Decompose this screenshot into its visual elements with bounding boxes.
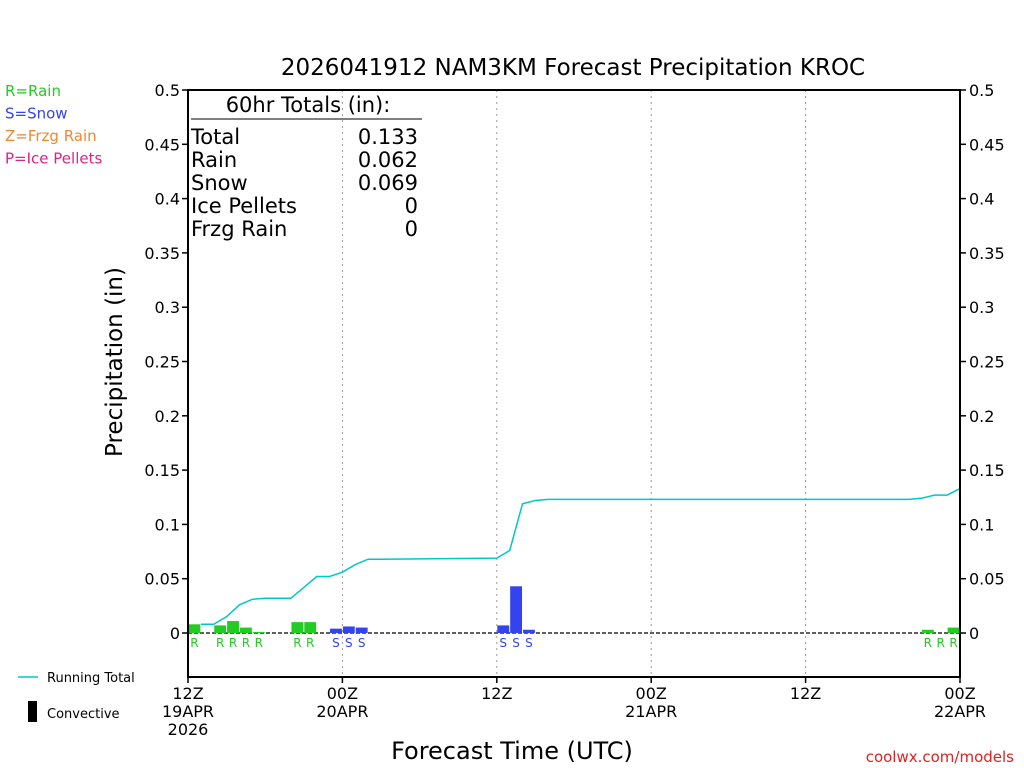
x-tick-label-3-0: 00Z xyxy=(636,684,667,703)
legend-type-1: S=Snow xyxy=(5,105,68,123)
x-tick-label-5-1: 22APR xyxy=(934,702,986,721)
type-marker-15: R xyxy=(949,636,957,650)
type-marker-2: R xyxy=(229,636,237,650)
legend-type-3: P=Ice Pellets xyxy=(5,150,102,168)
type-marker-6: R xyxy=(306,636,314,650)
precip-type-legend: R=Rain S=Snow Z=Frzg Rain P=Ice Pellets xyxy=(5,82,102,168)
y-axis-ticks: 0 00.05 0.050.1 0.10.15 0.150.2 0.20.25 0.250.… xyxy=(144,81,1004,643)
y-tick-left-label-5: 0.25 xyxy=(144,353,180,372)
credit-text: coolwx.com/models xyxy=(866,748,1014,766)
totals-value-0: 0.133 xyxy=(358,125,418,149)
precip-bar-12 xyxy=(523,629,535,633)
y-tick-left-label-6: 0.3 xyxy=(155,298,180,317)
precip-bar-9 xyxy=(355,627,368,633)
precip-bar-1 xyxy=(214,625,227,633)
totals-value-3: 0 xyxy=(405,194,418,218)
totals-label-4: Frzg Rain xyxy=(191,217,287,241)
precip-bar-8 xyxy=(342,626,355,633)
type-marker-7: S xyxy=(332,636,340,650)
y-tick-left-label-7: 0.35 xyxy=(144,244,180,263)
y-tick-right-label-5: 0.25 xyxy=(969,353,1005,372)
type-marker-12: S xyxy=(525,636,533,650)
x-axis-label: Forecast Time (UTC) xyxy=(391,737,633,765)
precip-bars xyxy=(188,586,960,633)
type-marker-1: R xyxy=(216,636,224,650)
precip-bar-3 xyxy=(239,627,252,633)
running-total-legend-label: Running Total xyxy=(47,671,135,686)
type-marker-11: S xyxy=(512,636,520,650)
type-marker-3: R xyxy=(242,636,250,650)
x-tick-label-2-0: 12Z xyxy=(481,684,512,703)
convective-legend-label: Convective xyxy=(47,707,120,722)
running-total-line xyxy=(200,487,961,626)
x-tick-label-0-0: 12Z xyxy=(172,684,203,703)
precip-bar-11 xyxy=(510,586,523,633)
y-tick-right-label-10: 0.5 xyxy=(969,81,994,100)
x-tick-label-1-0: 00Z xyxy=(327,684,358,703)
type-marker-8: S xyxy=(345,636,353,650)
y-tick-right-label-1: 0.05 xyxy=(969,570,1005,589)
precip-bar-6 xyxy=(304,622,317,633)
type-marker-14: R xyxy=(937,636,945,650)
y-tick-left-label-4: 0.2 xyxy=(155,407,180,426)
totals-label-1: Rain xyxy=(191,148,237,172)
y-tick-right-label-7: 0.35 xyxy=(969,244,1005,263)
totals-box: 60hr Totals (in): Total 0.133 Rain 0.062 Snow… xyxy=(190,93,422,241)
x-tick-label-0-2: 2026 xyxy=(168,720,209,739)
type-marker-13: R xyxy=(924,636,932,650)
y-tick-left-label-10: 0.5 xyxy=(155,81,180,100)
y-tick-right-label-0: 0 xyxy=(969,624,979,643)
precip-bar-14 xyxy=(947,627,960,633)
precip-bar-10 xyxy=(497,625,510,633)
x-tick-label-0-1: 19APR xyxy=(162,702,214,721)
y-axis-label: Precipitation (in) xyxy=(102,267,128,457)
precip-bar-13 xyxy=(921,629,934,633)
legend-type-0: R=Rain xyxy=(5,82,61,100)
chart-title: 2026041912 NAM3KM Forecast Precipitation… xyxy=(281,55,865,81)
totals-label-0: Total xyxy=(190,125,240,149)
totals-value-1: 0.062 xyxy=(358,148,418,172)
y-tick-right-label-8: 0.4 xyxy=(969,190,994,209)
precip-bar-5 xyxy=(291,622,304,633)
x-tick-label-3-1: 21APR xyxy=(625,702,677,721)
x-tick-label-4-0: 12Z xyxy=(790,684,821,703)
precip-bar-4 xyxy=(252,631,265,633)
y-tick-left-label-1: 0.05 xyxy=(144,570,180,589)
totals-value-4: 0 xyxy=(405,217,418,241)
totals-header: 60hr Totals (in): xyxy=(226,93,391,117)
y-tick-left-label-8: 0.4 xyxy=(155,190,180,209)
series-legend: Running Total Convective xyxy=(18,671,135,722)
type-marker-4: R xyxy=(255,636,263,650)
y-tick-right-label-6: 0.3 xyxy=(969,298,994,317)
type-marker-0: R xyxy=(190,636,198,650)
y-tick-right-label-2: 0.1 xyxy=(969,515,994,534)
convective-legend-swatch xyxy=(28,701,37,722)
precip-bar-2 xyxy=(227,621,239,633)
totals-label-3: Ice Pellets xyxy=(191,194,297,218)
y-tick-right-label-3: 0.15 xyxy=(969,461,1005,480)
vertical-gridlines xyxy=(341,90,807,677)
totals-value-2: 0.069 xyxy=(358,171,418,195)
totals-label-2: Snow xyxy=(191,171,248,195)
type-marker-10: S xyxy=(499,636,507,650)
y-tick-left-label-9: 0.45 xyxy=(144,135,180,154)
y-tick-left-label-0: 0 xyxy=(170,624,180,643)
plot-frame xyxy=(187,89,961,678)
y-tick-right-label-9: 0.45 xyxy=(969,135,1005,154)
precip-bar-0 xyxy=(188,624,201,633)
x-tick-label-5-0: 00Z xyxy=(944,684,975,703)
type-marker-9: S xyxy=(358,636,366,650)
y-tick-left-label-2: 0.1 xyxy=(155,515,180,534)
legend-type-2: Z=Frzg Rain xyxy=(5,127,97,145)
type-marker-5: R xyxy=(293,636,301,650)
precip-bar-7 xyxy=(330,628,342,633)
y-tick-right-label-4: 0.2 xyxy=(969,407,994,426)
y-tick-left-label-3: 0.15 xyxy=(144,461,180,480)
x-tick-label-1-1: 20APR xyxy=(316,702,368,721)
